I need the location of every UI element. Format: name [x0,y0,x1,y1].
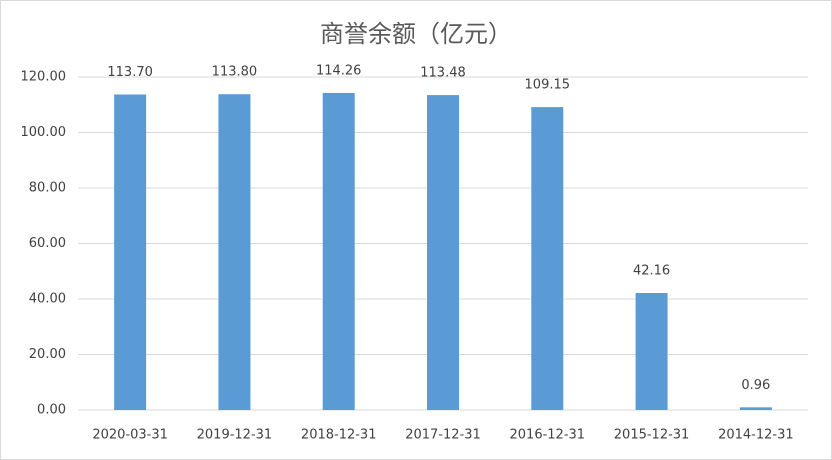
bar [427,95,459,410]
bar [114,94,147,411]
x-tick-label: 2016-12-31 [510,428,586,443]
y-tick-label: 40.00 [29,292,66,307]
y-tick-label: 120.00 [21,70,67,85]
bar [218,94,251,410]
value-label: 42.16 [633,264,670,279]
x-tick-label: 2014-12-31 [718,428,794,443]
x-tick-label: 2020-03-31 [92,428,168,443]
value-label: 113.48 [420,66,466,81]
x-tick-label: 2017-12-31 [405,428,481,443]
value-label: 113.80 [212,65,258,80]
value-label: 113.70 [107,65,153,80]
value-label: 109.15 [525,78,571,93]
x-tick-label: 2018-12-31 [301,428,377,443]
bar [531,107,564,410]
chart-title: 商誉余额（亿元） [320,20,512,48]
bar [739,407,772,410]
value-label: 0.96 [741,378,770,393]
bar [635,293,668,410]
y-tick-label: 100.00 [21,125,67,140]
y-tick-label: 20.00 [29,347,66,362]
value-label: 114.26 [316,63,362,78]
x-tick-label: 2019-12-31 [197,428,273,443]
x-tick-label: 2015-12-31 [614,428,690,443]
y-tick-label: 60.00 [29,236,66,251]
y-tick-label: 80.00 [29,181,66,196]
bar [322,92,355,410]
y-tick-label: 0.00 [37,403,66,418]
